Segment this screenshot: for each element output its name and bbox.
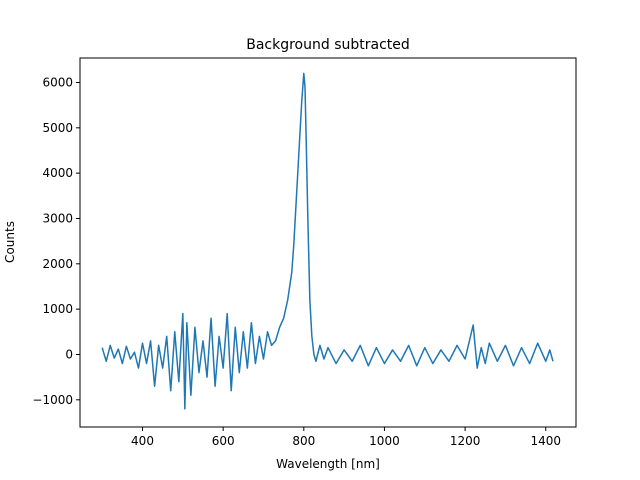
y-tick-label: 0 — [65, 347, 73, 361]
x-tick-label: 400 — [131, 434, 154, 448]
x-tick-label: 1400 — [530, 434, 561, 448]
x-tick-label: 600 — [212, 434, 235, 448]
x-tick-label: 800 — [292, 434, 315, 448]
y-axis-label: Counts — [3, 221, 17, 263]
y-tick-label: 6000 — [42, 75, 73, 89]
y-tick-label: 4000 — [42, 166, 73, 180]
chart-title: Background subtracted — [246, 37, 410, 53]
y-tick-label: −1000 — [32, 393, 73, 407]
axes-frame — [79, 57, 577, 428]
y-axis-ticks: −1000 0 1000 2000 3000 4000 5000 6000 — [32, 75, 80, 407]
x-axis-ticks: 400 600 800 1000 1200 1400 — [131, 427, 561, 448]
x-axis-label: Wavelength [nm] — [276, 457, 380, 471]
plot-area — [101, 72, 554, 410]
x-tick-label: 1000 — [369, 434, 400, 448]
y-tick-label: 3000 — [42, 211, 73, 225]
x-tick-label: 1200 — [450, 434, 481, 448]
y-tick-label: 1000 — [42, 302, 73, 316]
series-line-0 — [101, 72, 554, 410]
y-tick-label: 5000 — [42, 121, 73, 135]
y-tick-label: 2000 — [42, 257, 73, 271]
